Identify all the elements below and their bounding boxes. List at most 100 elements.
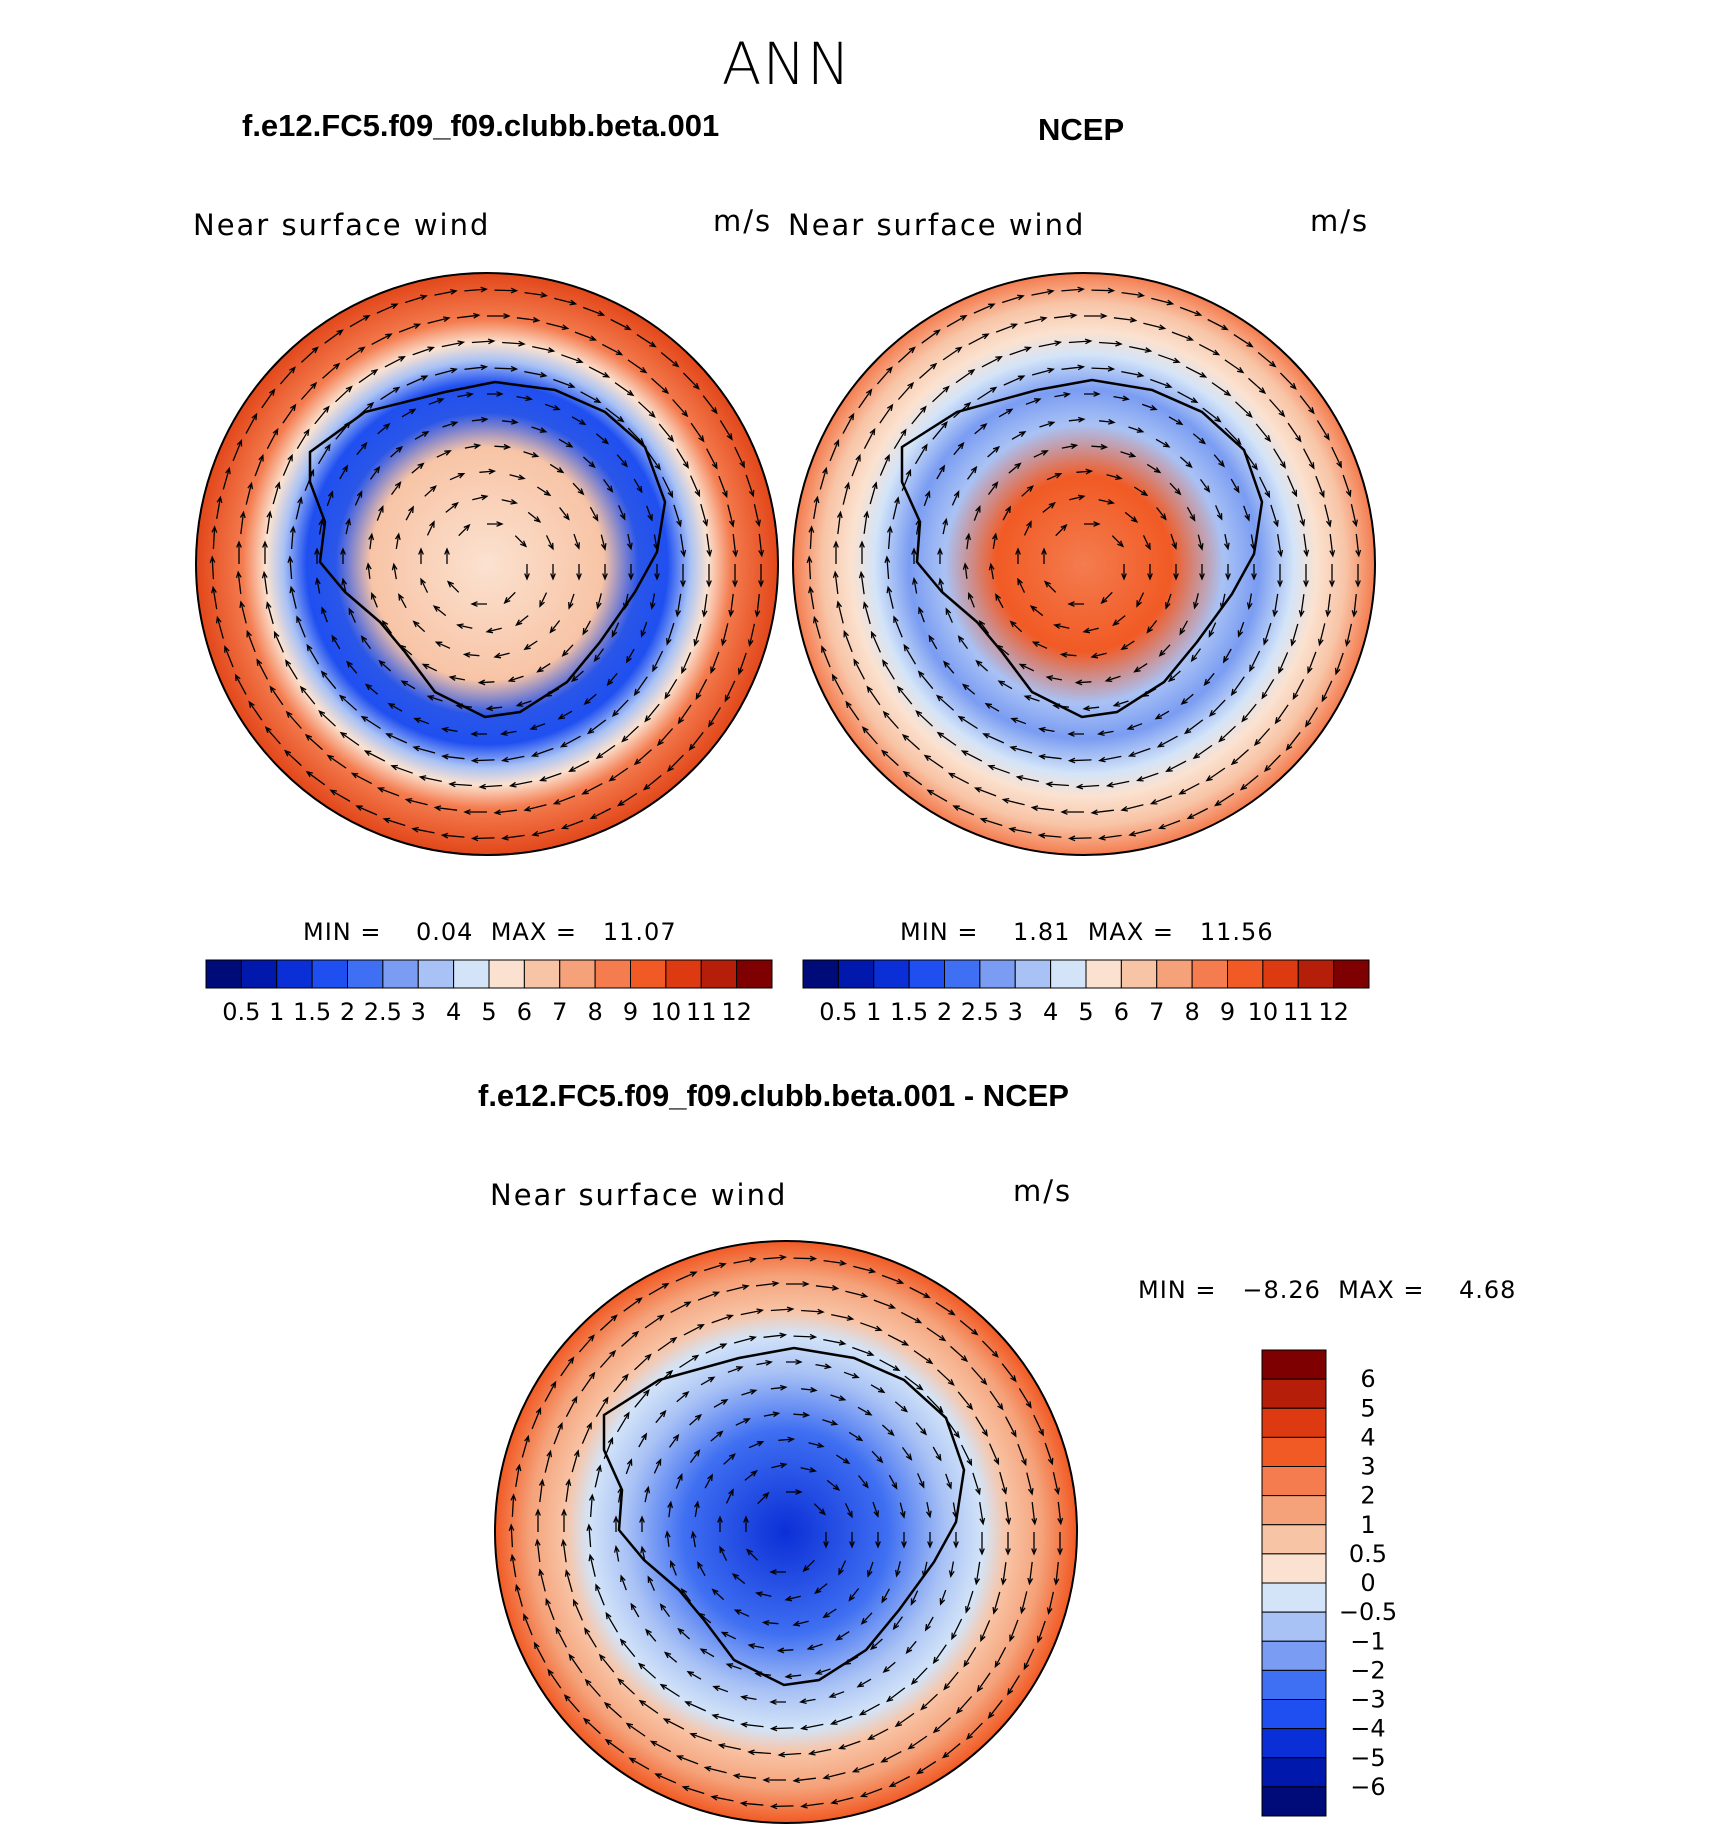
wind-vector (1173, 564, 1179, 581)
wind-vector (472, 494, 489, 501)
wind-vector (448, 781, 472, 788)
wind-vector (269, 685, 284, 706)
wind-vector (1263, 622, 1272, 646)
wind-vector (464, 286, 488, 293)
wind-vector (1205, 767, 1226, 782)
wind-vector (549, 463, 565, 474)
wind-vector (886, 585, 894, 609)
wind-vector (1046, 473, 1063, 481)
wind-vector (510, 1493, 517, 1517)
wind-vector (1036, 1620, 1046, 1644)
wind-vector (633, 478, 643, 494)
wind-vector (1104, 675, 1121, 683)
wind-vector (800, 1466, 817, 1473)
wind-vector (1031, 1502, 1038, 1526)
wind-vector (1120, 451, 1137, 458)
wind-vector (501, 498, 518, 505)
wind-vector (1171, 331, 1195, 341)
wind-vector (689, 1732, 712, 1742)
wind-vector (578, 1334, 595, 1353)
wind-vector (744, 1469, 758, 1481)
wind-vector (346, 660, 358, 674)
wind-vector (457, 391, 474, 398)
wind-vector (515, 615, 529, 627)
wind-vector (995, 593, 1004, 609)
wind-vector (757, 1491, 770, 1505)
wind-vector (675, 1755, 699, 1765)
wind-vector (845, 700, 860, 721)
wind-vector (561, 644, 574, 657)
wind-vector (910, 1590, 919, 1606)
wind-vector (836, 510, 843, 535)
colorbar-swatch (1050, 959, 1087, 989)
wind-vector (625, 1458, 633, 1475)
wind-vector (1203, 672, 1215, 687)
wind-vector (533, 1641, 546, 1663)
wind-vector (339, 731, 360, 746)
wind-vector (377, 423, 391, 435)
wind-vector (1030, 805, 1055, 812)
wind-vector (331, 634, 341, 650)
wind-vector (248, 700, 263, 721)
wind-vector (1045, 675, 1063, 681)
wind-vector (432, 605, 447, 617)
wind-vector (1185, 366, 1208, 378)
wind-vector (1031, 288, 1055, 296)
wind-vector (600, 534, 607, 551)
wind-vector (848, 1588, 860, 1602)
wind-vector (545, 535, 554, 551)
wind-vector (704, 1473, 713, 1489)
wind-vector (256, 658, 268, 680)
colorbar-swatch (1014, 959, 1052, 989)
colorbar-tick-label: 1 (269, 998, 284, 1026)
wind-vector (762, 1777, 786, 1783)
colorbar-swatch (594, 959, 631, 989)
wind-vector (741, 1389, 758, 1396)
wind-vector (778, 1436, 796, 1443)
wind-vector (910, 1667, 928, 1686)
wind-vector (953, 1532, 959, 1549)
wind-vector (1009, 745, 1033, 754)
colorbar-tick-label: −5 (1350, 1744, 1385, 1772)
wind-vector (1269, 399, 1286, 418)
colorbar-swatch (1261, 1757, 1327, 1788)
wind-vector (1082, 627, 1099, 634)
wind-vector (901, 1532, 907, 1549)
colorbar-tick-label: 1 (866, 998, 881, 1026)
wind-vector (717, 1743, 741, 1751)
colorbar-tick-label: 10 (651, 998, 682, 1026)
wind-vector (1091, 365, 1116, 372)
wind-vector (1099, 418, 1116, 425)
wind-vector (613, 1515, 619, 1532)
wind-vector (710, 651, 720, 675)
wind-vector (616, 1411, 630, 1433)
wind-vector (1279, 372, 1297, 390)
wind-vector (935, 694, 955, 711)
wind-vector (470, 757, 495, 764)
colorbar-swatch (1261, 1611, 1327, 1642)
wind-vector (555, 1626, 567, 1648)
wind-vector (863, 510, 870, 534)
wind-vector (1317, 623, 1326, 647)
wind-vector (1215, 505, 1223, 521)
wind-vector (1199, 479, 1211, 493)
wind-vector (923, 490, 931, 507)
wind-vector (1061, 364, 1086, 371)
wind-vector (1290, 623, 1299, 647)
wind-vector (735, 1418, 751, 1426)
wind-vector (1126, 723, 1143, 730)
wind-vector (404, 797, 428, 806)
wind-vector (848, 1431, 864, 1442)
wind-vector (718, 475, 728, 499)
wind-vector (485, 705, 503, 712)
wind-vector (527, 511, 542, 523)
wind-vector (675, 1271, 698, 1282)
wind-vector (1002, 505, 1011, 521)
wind-vector (589, 506, 599, 522)
wind-vector (285, 659, 298, 680)
wind-vector (666, 622, 675, 646)
wind-vector (979, 1501, 986, 1526)
wind-vector (282, 403, 297, 424)
wind-vector (945, 607, 953, 623)
wind-vector (296, 428, 310, 450)
